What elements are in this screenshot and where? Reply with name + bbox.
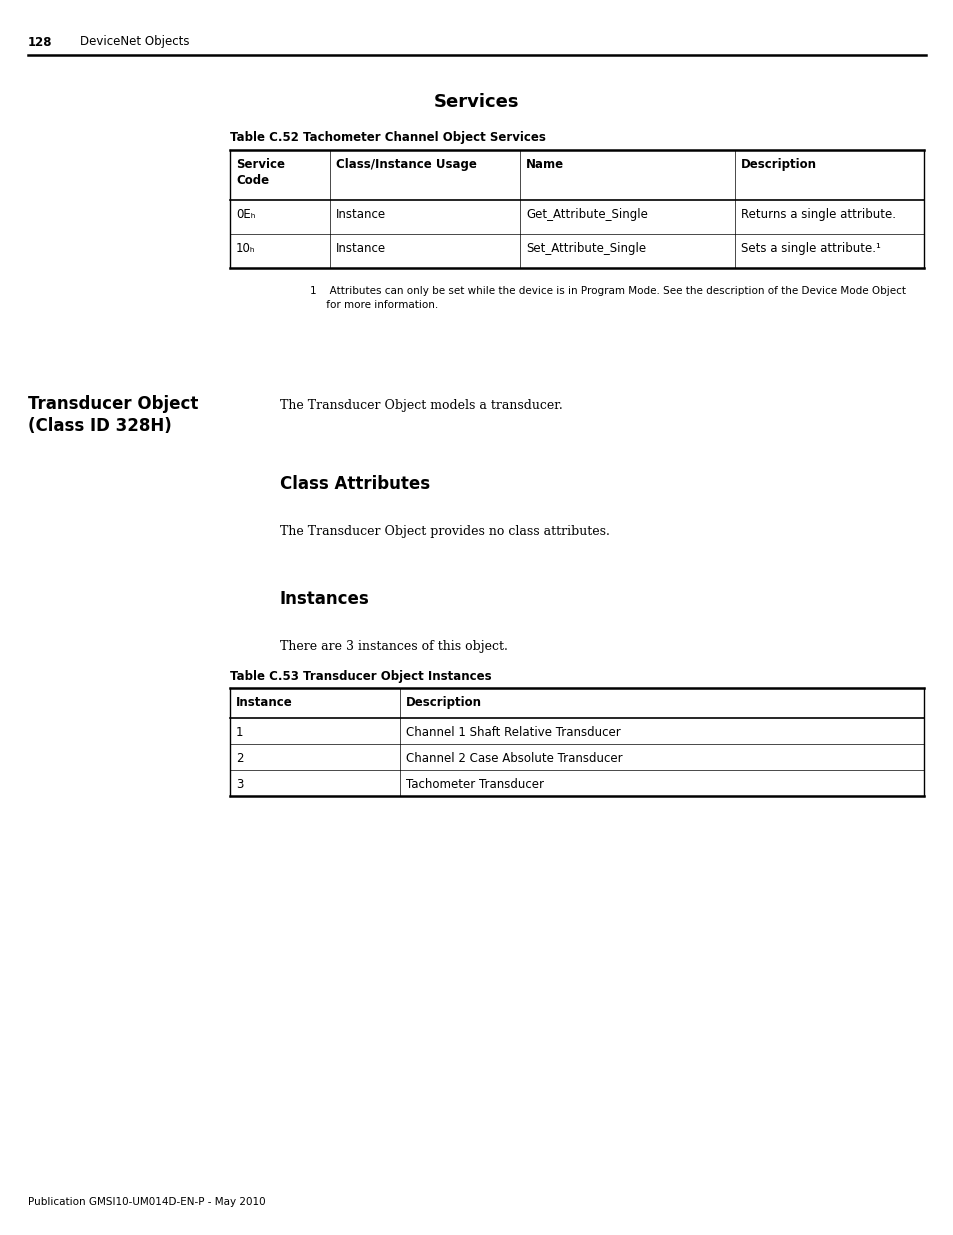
Text: 0Eₕ: 0Eₕ [235, 207, 255, 221]
Text: 2: 2 [235, 752, 243, 764]
Text: Set_Attribute_Single: Set_Attribute_Single [525, 242, 645, 254]
Text: 1    Attributes can only be set while the device is in Program Mode. See the des: 1 Attributes can only be set while the d… [310, 287, 905, 296]
Text: Instance: Instance [335, 242, 386, 254]
Text: Description: Description [406, 697, 481, 709]
Text: Transducer Object: Transducer Object [28, 395, 198, 412]
Text: Publication GMSI10-UM014D-EN-P - May 2010: Publication GMSI10-UM014D-EN-P - May 201… [28, 1197, 265, 1207]
Text: 10ₕ: 10ₕ [235, 242, 255, 254]
Text: Instance: Instance [335, 207, 386, 221]
Text: Get_Attribute_Single: Get_Attribute_Single [525, 207, 647, 221]
Text: Instances: Instances [280, 590, 370, 608]
Text: Returns a single attribute.: Returns a single attribute. [740, 207, 895, 221]
Text: DeviceNet Objects: DeviceNet Objects [80, 36, 190, 48]
Text: (Class ID 328H): (Class ID 328H) [28, 417, 172, 435]
Text: Instance: Instance [235, 697, 293, 709]
Text: Tachometer Transducer: Tachometer Transducer [406, 778, 543, 790]
Text: There are 3 instances of this object.: There are 3 instances of this object. [280, 640, 507, 653]
Text: Channel 2 Case Absolute Transducer: Channel 2 Case Absolute Transducer [406, 752, 622, 764]
Text: Services: Services [434, 93, 519, 111]
Text: Table C.52 Tachometer Channel Object Services: Table C.52 Tachometer Channel Object Ser… [230, 131, 545, 144]
Text: The Transducer Object provides no class attributes.: The Transducer Object provides no class … [280, 525, 609, 538]
Text: Channel 1 Shaft Relative Transducer: Channel 1 Shaft Relative Transducer [406, 726, 620, 739]
Text: Class Attributes: Class Attributes [280, 475, 430, 493]
Text: Sets a single attribute.¹: Sets a single attribute.¹ [740, 242, 880, 254]
Text: Description: Description [740, 158, 816, 170]
Text: Name: Name [525, 158, 563, 170]
Text: 3: 3 [235, 778, 243, 790]
Text: Service
Code: Service Code [235, 158, 285, 186]
Text: Table C.53 Transducer Object Instances: Table C.53 Transducer Object Instances [230, 671, 491, 683]
Text: The Transducer Object models a transducer.: The Transducer Object models a transduce… [280, 399, 562, 412]
Text: 128: 128 [28, 36, 52, 48]
Text: Class/Instance Usage: Class/Instance Usage [335, 158, 476, 170]
Text: 1: 1 [235, 726, 243, 739]
Text: for more information.: for more information. [310, 300, 437, 310]
